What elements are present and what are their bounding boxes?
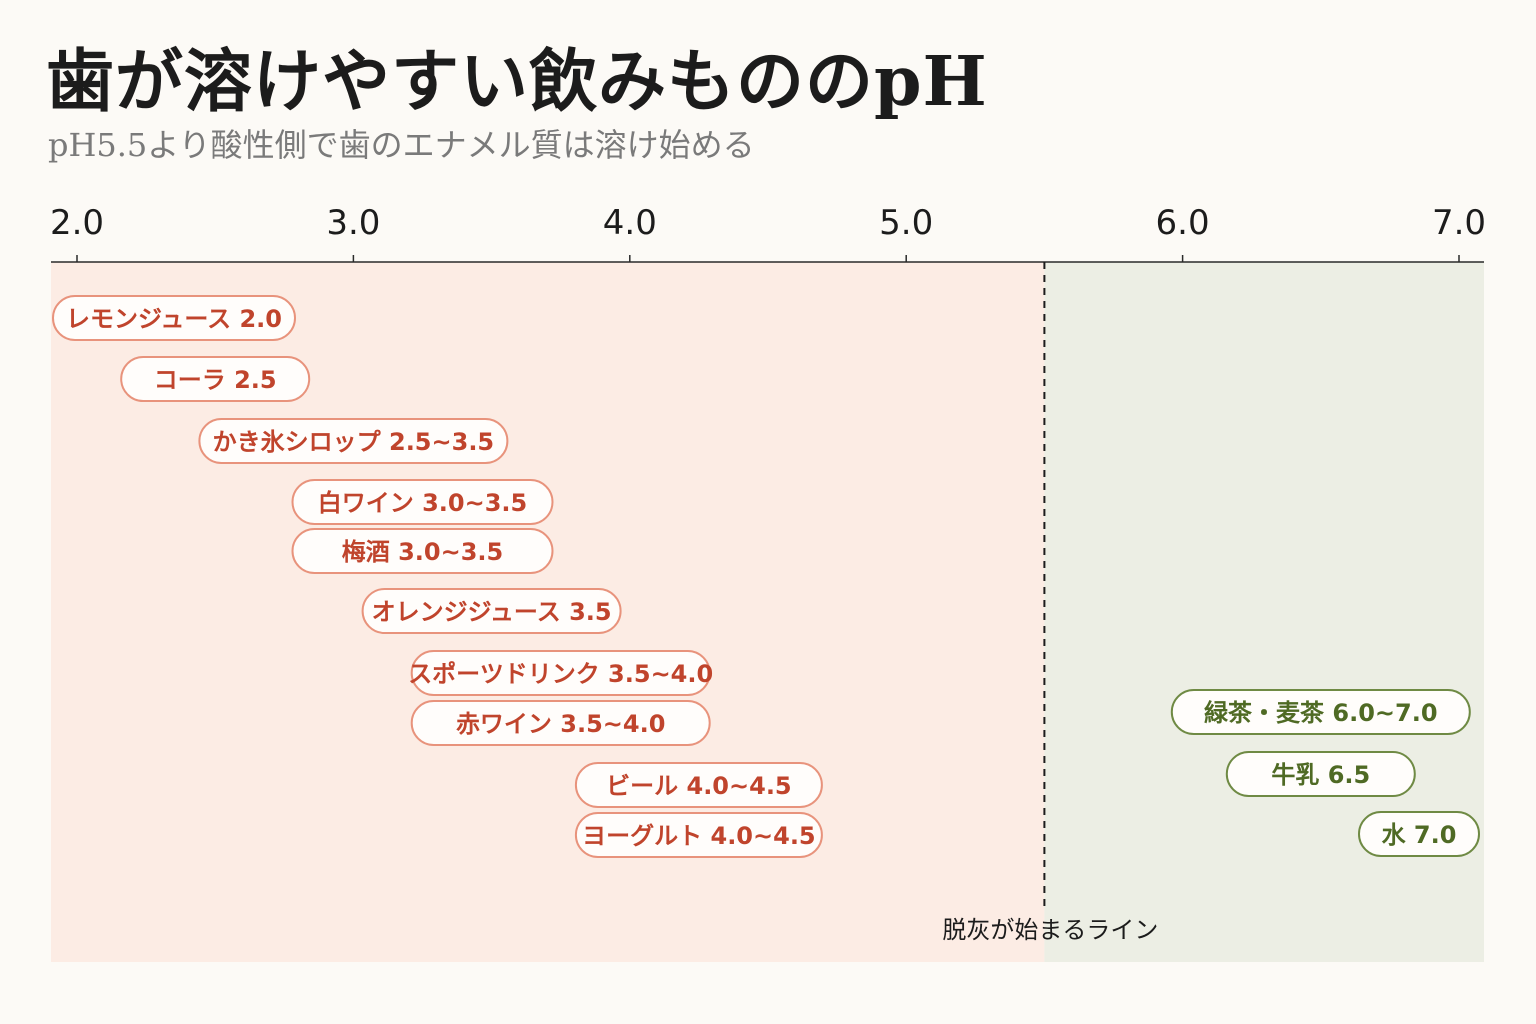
pill-8 xyxy=(574,762,823,808)
pill-label-2: かき氷シロップ 2.5~3.5 xyxy=(213,428,495,456)
pill-12 xyxy=(1358,811,1480,857)
pill-9 xyxy=(574,812,823,858)
x-tick-label: 7.0 xyxy=(1432,203,1486,243)
chart-subtitle: pH5.5より酸性側で歯のエナメル質は溶け始める xyxy=(48,126,755,164)
pill-1 xyxy=(120,356,311,402)
pill-4 xyxy=(291,528,554,574)
x-tick-label: 6.0 xyxy=(1156,203,1210,243)
pill-label-8: ビール 4.0~4.5 xyxy=(606,772,792,800)
pill-label-10: 緑茶・麦茶 6.0~7.0 xyxy=(1204,699,1438,727)
pill-2 xyxy=(198,418,509,464)
pill-label-9: ヨーグルト 4.0~4.5 xyxy=(582,822,816,850)
x-tick-label: 4.0 xyxy=(603,203,657,243)
x-tick-label: 3.0 xyxy=(326,203,380,243)
pill-6 xyxy=(410,650,711,696)
pill-label-0: レモンジュース 2.0 xyxy=(66,305,282,333)
pill-10 xyxy=(1170,689,1471,735)
pill-label-12: 水 7.0 xyxy=(1382,821,1457,849)
x-tick-label: 5.0 xyxy=(879,203,933,243)
pill-5 xyxy=(361,588,622,634)
pill-label-4: 梅酒 3.0~3.5 xyxy=(342,538,504,566)
pill-label-7: 赤ワイン 3.5~4.0 xyxy=(456,710,666,738)
chart-title: 歯が溶けやすい飲みもののpH xyxy=(46,42,988,122)
pill-7 xyxy=(410,700,711,746)
pill-label-11: 牛乳 6.5 xyxy=(1271,761,1370,789)
pill-0 xyxy=(52,295,296,341)
x-tick-label: 2.0 xyxy=(50,203,104,243)
pill-label-6: スポーツドリンク 3.5~4.0 xyxy=(408,660,713,688)
pill-label-5: オレンジジュース 3.5 xyxy=(372,598,612,626)
pill-3 xyxy=(291,479,554,525)
threshold-label: 脱灰が始まるライン xyxy=(942,916,1158,944)
pill-11 xyxy=(1225,751,1416,797)
pill-label-3: 白ワイン 3.0~3.5 xyxy=(318,489,528,517)
pill-label-1: コーラ 2.5 xyxy=(154,366,277,394)
